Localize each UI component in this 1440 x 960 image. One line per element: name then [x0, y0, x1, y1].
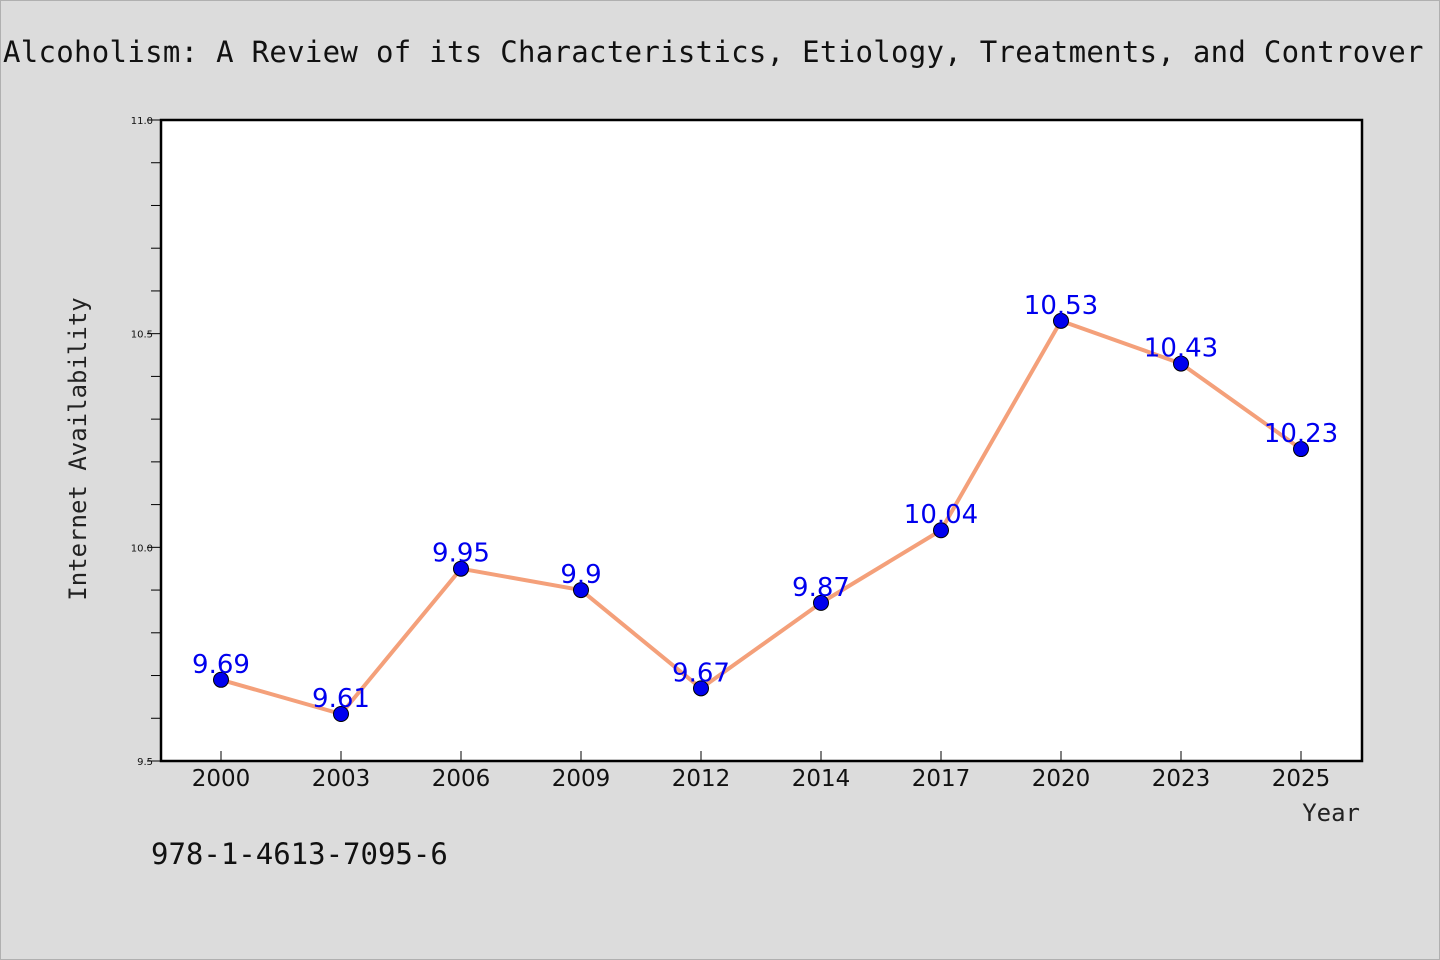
- data-point: [1053, 312, 1069, 329]
- data-point: [453, 560, 469, 577]
- y-tick-label: 10.5: [131, 330, 153, 341]
- y-tick-label: 10.0: [131, 543, 153, 554]
- x-axis-ticks: 2000 2003 2006 2009 2012 2014 2017 2020 2023 2025: [192, 751, 1331, 792]
- data-point: [933, 522, 949, 539]
- y-tick-label: 11.0: [131, 116, 153, 127]
- data-label: 9.61: [312, 684, 370, 714]
- data-point: [1173, 355, 1189, 372]
- series-line: [219, 318, 1303, 716]
- data-point: [333, 705, 349, 722]
- data-label: 9.87: [792, 573, 850, 603]
- data-labels: 9.69 9.61 9.95 9.9 9.67 9.87 10.04 10.53 10.43 10…: [192, 291, 1338, 714]
- data-label: 9.67: [672, 658, 730, 688]
- isbn-footnote: 978-1-4613-7095-6: [151, 837, 448, 871]
- data-point: [213, 671, 229, 688]
- x-axis-title: Year: [1302, 799, 1360, 827]
- data-label: 9.9: [560, 560, 601, 590]
- data-point: [573, 582, 589, 599]
- plot-area: [159, 118, 1364, 763]
- x-tick-label: 2000: [192, 766, 251, 792]
- y-axis-title: Internet Availability: [64, 297, 92, 600]
- x-tick-label: 2017: [912, 766, 971, 792]
- y-axis-ticks: 9.5 10.0 10.5 11.0: [131, 116, 161, 768]
- data-point: [813, 594, 829, 611]
- y-tick-label: 9.5: [137, 757, 153, 768]
- data-label: 10.23: [1264, 419, 1338, 449]
- data-label: 9.69: [192, 650, 250, 680]
- chart-title: Alcoholism: A Review of its Characterist…: [3, 35, 1424, 69]
- data-label: 10.04: [904, 500, 978, 530]
- data-label: 9.95: [432, 539, 490, 569]
- x-tick-label: 2006: [432, 766, 491, 792]
- series-markers: [213, 312, 1309, 722]
- data-point: [1293, 441, 1309, 458]
- x-tick-label: 2023: [1152, 766, 1211, 792]
- x-tick-label: 2014: [792, 766, 851, 792]
- x-tick-label: 2020: [1032, 766, 1091, 792]
- x-tick-label: 2009: [552, 766, 611, 792]
- x-tick-label: 2012: [672, 766, 731, 792]
- x-tick-label: 2025: [1272, 766, 1331, 792]
- data-label: 10.53: [1024, 291, 1098, 321]
- data-label: 10.43: [1144, 334, 1218, 364]
- x-tick-label: 2003: [312, 766, 371, 792]
- data-point: [693, 680, 709, 697]
